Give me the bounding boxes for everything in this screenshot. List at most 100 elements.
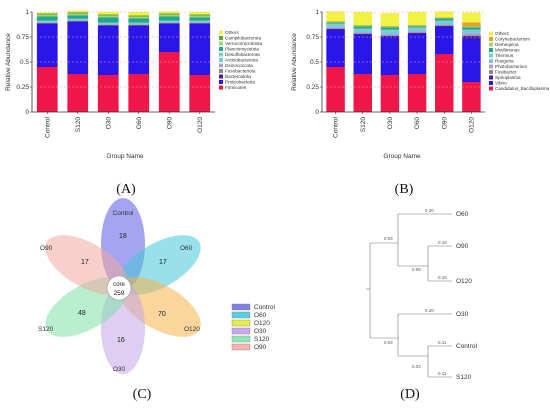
bar-segment — [36, 14, 58, 17]
panel-b-x-axis-label: Group Name — [383, 153, 421, 160]
tree-leaf-o30: O30 — [456, 311, 469, 318]
legend-swatch — [219, 80, 223, 84]
bar-segment — [158, 23, 180, 24]
x-tick-label: Control — [44, 116, 51, 138]
legend-swatch — [219, 63, 223, 68]
bar-segment — [407, 25, 427, 26]
bar-segment — [67, 21, 89, 22]
bar-segment — [189, 23, 211, 24]
bar-segment — [435, 18, 454, 19]
bar-segment — [353, 12, 372, 25]
y-tick-label: 0 — [315, 109, 319, 116]
bar-segment — [36, 21, 58, 23]
venn-core-circle — [106, 275, 132, 301]
legend-swatch — [489, 48, 493, 52]
legend-swatch — [489, 31, 493, 36]
legend-swatch — [489, 42, 493, 47]
bar-segment — [189, 23, 211, 24]
legend-label: Proteobacteria — [225, 80, 255, 85]
petal-o90 — [45, 235, 128, 295]
panel-b-y-axis-label: Relative Abundance — [291, 33, 298, 91]
petal-value-control: 18 — [119, 233, 127, 240]
bar-segment — [36, 16, 58, 21]
bar-segment — [407, 12, 427, 25]
bar-segment — [462, 12, 481, 23]
bar-segment — [435, 21, 454, 25]
bar-segment — [128, 12, 150, 16]
bar-segment — [189, 20, 211, 22]
x-tick-label: O90 — [166, 117, 173, 130]
bar-segment — [128, 15, 150, 17]
bar-segment — [67, 74, 89, 112]
legend-label: Demequina — [495, 42, 519, 47]
tree-leaf-o90: O90 — [456, 243, 469, 250]
bar-segment — [462, 26, 481, 28]
legend-swatch — [489, 86, 493, 91]
legend-swatch — [219, 52, 223, 57]
venn-label-o90: O90 — [40, 245, 53, 252]
tree-leaf-o120: O120 — [456, 278, 472, 285]
venn-core-value: 259 — [114, 290, 125, 297]
bar-segment — [67, 18, 89, 20]
bar-segment — [407, 28, 427, 32]
bar-segment — [97, 25, 119, 26]
bar-segment — [380, 31, 400, 35]
bar-segment — [67, 19, 89, 21]
legend-label: Firmicutes — [225, 85, 247, 90]
venn-legend-label: O90 — [254, 344, 267, 351]
bar-segment — [97, 75, 119, 112]
tree-branch-label-lower: 0.04 — [384, 340, 393, 345]
bar-segment — [67, 22, 89, 74]
bar-segment — [189, 14, 211, 16]
venn-legend-swatch — [231, 327, 251, 335]
bar-segment — [435, 18, 454, 21]
tree-branch-label-o90: 0.18 — [438, 240, 447, 245]
legend-swatch — [489, 70, 493, 74]
bar-segment — [67, 10, 89, 13]
panel-b-legend: OthersCorynebacteriumDemequinaMotilimona… — [489, 31, 550, 91]
petal-value-o60: 17 — [159, 259, 167, 266]
bar-segment — [158, 13, 180, 15]
legend-swatch — [489, 59, 493, 63]
bar-segment — [189, 21, 211, 23]
tree-branch-label-control: 0.11 — [438, 340, 447, 345]
bar-segment — [435, 54, 454, 112]
bar-segment — [36, 67, 58, 112]
legend-label: Thermus — [495, 53, 514, 58]
tree-branch-label-control-s120: 0.03 — [412, 364, 421, 369]
venn-legend-label: O30 — [254, 328, 267, 335]
legend-swatch — [489, 81, 493, 85]
legend-swatch — [219, 85, 223, 90]
bar-segment — [128, 26, 150, 74]
legend-label: Ruegeria — [495, 59, 514, 64]
bar-segment — [128, 24, 150, 25]
bar-segment — [462, 36, 481, 39]
bar-segment — [380, 37, 400, 75]
panel-b-stacked-bar-chart: 0 0.25 0.5 0.75 1 Control S120 O30 O60 O90 O120 R… — [291, 9, 550, 197]
legend-label: Campilobacterota — [225, 36, 261, 41]
legend-label: Fusobacteriota — [225, 69, 256, 74]
panel-c-flower-venn-diagram: 18 17 70 16 48 17 core 259 Control O60 O… — [38, 198, 276, 402]
x-tick-label: O120 — [468, 117, 475, 133]
legend-swatch — [489, 37, 493, 41]
tree-branch-label-upper: 0.04 — [384, 236, 393, 241]
panel-a-x-ticks: Control S120 O30 O60 O90 O120 — [44, 112, 204, 138]
tree-branch-label-o90-o120: 0.06 — [412, 267, 421, 272]
x-tick-label: Control — [333, 116, 340, 138]
tree-branch-label-o30: 0.20 — [425, 308, 434, 313]
y-tick-label: 0.25 — [16, 84, 29, 91]
bar-segment — [380, 13, 400, 26]
venn-label-o60: O60 — [180, 245, 193, 252]
bar-segment — [407, 33, 427, 34]
venn-legend-swatch — [231, 319, 251, 327]
tree-leaf-s120: S120 — [456, 374, 472, 381]
bar-segment — [36, 23, 58, 24]
petal-o120 — [118, 277, 201, 337]
panel-d-letter: (D) — [400, 387, 420, 402]
bar-segment — [189, 24, 211, 75]
venn-label-control: Control — [113, 210, 135, 217]
bar-segment — [326, 24, 345, 28]
bar-segment — [158, 21, 180, 23]
bar-segment — [158, 11, 180, 14]
